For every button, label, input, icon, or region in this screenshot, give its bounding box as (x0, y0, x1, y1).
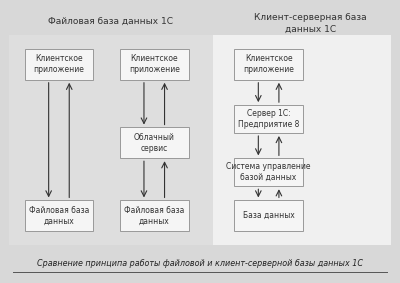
Text: Система управление
базой данных: Система управление базой данных (226, 162, 311, 182)
FancyBboxPatch shape (234, 49, 303, 80)
FancyBboxPatch shape (234, 158, 303, 186)
FancyBboxPatch shape (25, 49, 93, 80)
FancyBboxPatch shape (25, 200, 93, 231)
Text: Файловая база данных 1С: Файловая база данных 1С (48, 16, 173, 25)
Text: Клиентское
приложение: Клиентское приложение (129, 54, 180, 74)
Text: Сервер 1С:
Предприятие 8: Сервер 1С: Предприятие 8 (238, 109, 299, 129)
FancyBboxPatch shape (120, 127, 188, 158)
Text: Сравнение принципа работы файловой и клиент-серверной базы данных 1С: Сравнение принципа работы файловой и кли… (37, 259, 363, 268)
Text: Файловая база
данных: Файловая база данных (124, 206, 184, 226)
Text: Облачный
сервис: Облачный сервис (134, 133, 175, 153)
FancyBboxPatch shape (120, 49, 188, 80)
Text: База данных: База данных (243, 211, 294, 220)
FancyBboxPatch shape (234, 105, 303, 133)
FancyBboxPatch shape (9, 35, 213, 245)
Text: Клиент-серверная база
данных 1С: Клиент-серверная база данных 1С (254, 13, 367, 34)
FancyBboxPatch shape (120, 200, 188, 231)
Text: Клиентское
приложение: Клиентское приложение (34, 54, 84, 74)
Text: Клиентское
приложение: Клиентское приложение (243, 54, 294, 74)
FancyBboxPatch shape (234, 200, 303, 231)
Text: Файловая база
данных: Файловая база данных (29, 206, 89, 226)
FancyBboxPatch shape (213, 35, 391, 245)
